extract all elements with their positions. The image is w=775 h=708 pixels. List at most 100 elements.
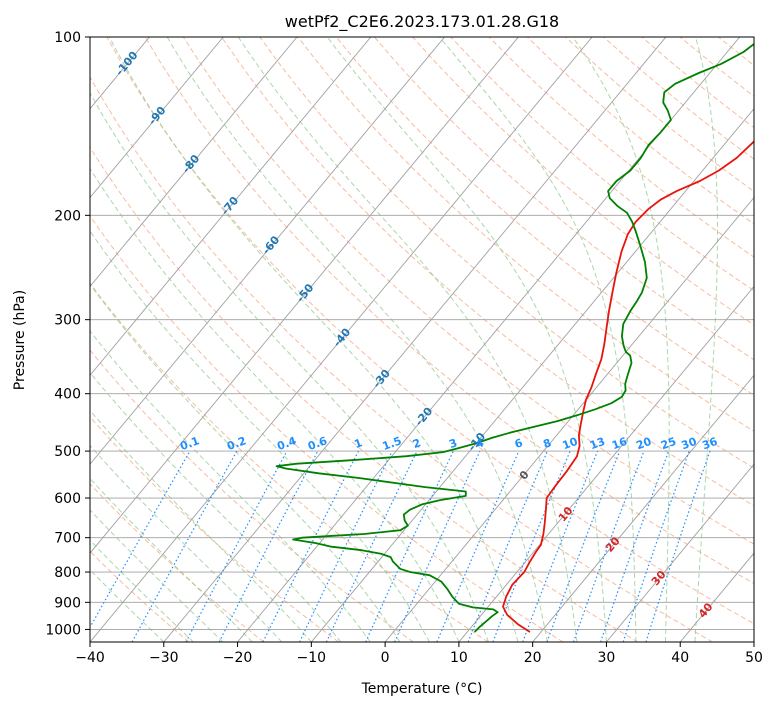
isotherm-line xyxy=(679,552,754,642)
isotherm-line xyxy=(0,37,2,642)
dry-adiabat-line xyxy=(641,37,754,129)
moist-adiabat-line xyxy=(90,371,342,642)
y-tick-label: 900 xyxy=(54,595,81,611)
dry-adiabat-line xyxy=(90,349,414,642)
dry-adiabat-line xyxy=(106,37,754,625)
moist-adiabat-line xyxy=(90,167,460,642)
dry-adiabat-line xyxy=(412,37,754,326)
moist-adiabat-line xyxy=(90,330,371,642)
moist-adiabat-line xyxy=(90,509,224,642)
y-tick-label: 300 xyxy=(54,313,81,329)
moist-adiabat-line xyxy=(90,539,194,642)
dry-adiabat-line xyxy=(374,37,754,361)
dry-adiabat-line xyxy=(90,282,489,642)
dry-adiabat-line xyxy=(259,37,754,469)
mixing-ratio-label: 0.6 xyxy=(306,434,329,453)
moist-adiabat-line xyxy=(166,37,548,642)
mixing-ratio-line xyxy=(492,450,571,642)
mixing-ratio-line xyxy=(218,450,319,642)
x-tick-label: 40 xyxy=(671,650,689,666)
dry-adiabat-line xyxy=(90,483,265,642)
moist-adiabat-line xyxy=(90,283,401,642)
x-tick-label: 50 xyxy=(745,650,763,666)
x-tick-label: −20 xyxy=(223,650,253,666)
dry-adiabat-line xyxy=(90,214,564,642)
mixing-ratio-label: 25 xyxy=(659,435,678,452)
x-tick-label: 20 xyxy=(524,650,542,666)
y-tick-label: 500 xyxy=(54,444,81,460)
grid-lines xyxy=(0,37,754,642)
isotherm-line xyxy=(532,374,754,642)
mixing-ratio-label: 8 xyxy=(541,436,553,451)
moist-adiabat-line xyxy=(90,91,489,642)
x-tick-label: −10 xyxy=(297,650,327,666)
chart-title: wetPf2_C2E6.2023.173.01.28.G18 xyxy=(285,12,559,32)
mixing-ratio-line xyxy=(90,450,191,629)
moist-adiabat-line xyxy=(237,37,578,642)
x-tick-label: 0 xyxy=(381,650,390,666)
mixing-ratio-line xyxy=(572,450,645,642)
mixing-ratio-line xyxy=(436,450,520,642)
mixing-ratio-line xyxy=(622,450,690,642)
x-tick-label: 10 xyxy=(450,650,468,666)
moist-adiabat-line xyxy=(90,477,253,642)
isotherm-line xyxy=(163,37,667,642)
sounding-traces xyxy=(275,42,754,633)
mixing-ratio-line xyxy=(299,450,393,642)
mixing-ratio-line xyxy=(394,450,481,642)
mixing-ratio-label: 0.1 xyxy=(178,434,201,453)
x-tick-label: −40 xyxy=(75,650,105,666)
dry-adiabat-line xyxy=(90,76,713,642)
mixing-ratio-line xyxy=(546,450,621,642)
moist-adiabat-line xyxy=(326,37,607,642)
moist-adiabat-line xyxy=(108,37,519,642)
mixing-ratio-line xyxy=(600,450,670,642)
dry-adiabat-line xyxy=(90,146,639,642)
line-labels: -100-90-80-70-60-50-40-30-20-10010203040… xyxy=(113,49,720,621)
moist-adiabat-line xyxy=(439,37,637,642)
mixing-ratio-label: 3 xyxy=(447,436,459,451)
mixing-ratio-label: 4 xyxy=(474,436,486,451)
mixing-ratio-line xyxy=(131,450,238,642)
dry-adiabat-line xyxy=(603,37,754,160)
plot-frame xyxy=(89,36,755,643)
y-tick-label: 400 xyxy=(54,387,81,403)
mixing-ratio-line xyxy=(262,450,359,642)
dry-adiabat-line xyxy=(717,37,754,66)
dry-adiabat-line xyxy=(679,37,754,97)
mixing-ratio-label: 16 xyxy=(610,435,629,453)
dry-adiabat-line xyxy=(221,37,754,507)
dry-adiabat-line xyxy=(297,37,754,432)
mixing-ratio-line xyxy=(645,450,711,642)
y-tick-label: 200 xyxy=(54,208,81,224)
isotherm-line xyxy=(384,196,754,642)
temperature-line xyxy=(502,140,754,633)
isotherm-line xyxy=(90,37,298,288)
mixing-ratio-line xyxy=(185,450,288,642)
mixing-ratio-label: 2 xyxy=(411,436,423,451)
x-tick-label: 30 xyxy=(598,650,616,666)
isotherm-line xyxy=(606,463,754,642)
x-tick-label: −30 xyxy=(149,650,179,666)
mixing-ratio-lines xyxy=(90,450,711,642)
y-axis-label: Pressure (hPa) xyxy=(12,290,28,390)
moist-adiabat-line xyxy=(90,444,283,642)
moist-adiabat-line xyxy=(90,230,430,642)
y-tick-label: 1000 xyxy=(45,622,81,638)
mixing-ratio-label: 30 xyxy=(680,435,699,453)
moist-adiabat-line xyxy=(694,37,718,642)
y-tick-label: 700 xyxy=(54,531,81,547)
mixing-ratio-label: 1 xyxy=(352,436,364,451)
dry-adiabat-line xyxy=(757,37,775,642)
y-tick-label: 100 xyxy=(54,30,81,46)
moist-adiabat-line xyxy=(90,569,165,642)
y-tick-label: 600 xyxy=(54,491,81,507)
mixing-ratio-line xyxy=(365,450,454,642)
isotherm-line xyxy=(753,641,754,642)
background-lines xyxy=(90,37,775,642)
mixing-ratio-label: 1.5 xyxy=(381,434,404,453)
dry-adiabat-line xyxy=(144,37,754,585)
mixing-ratio-label: 20 xyxy=(634,435,653,453)
isotherm-line xyxy=(90,37,224,199)
